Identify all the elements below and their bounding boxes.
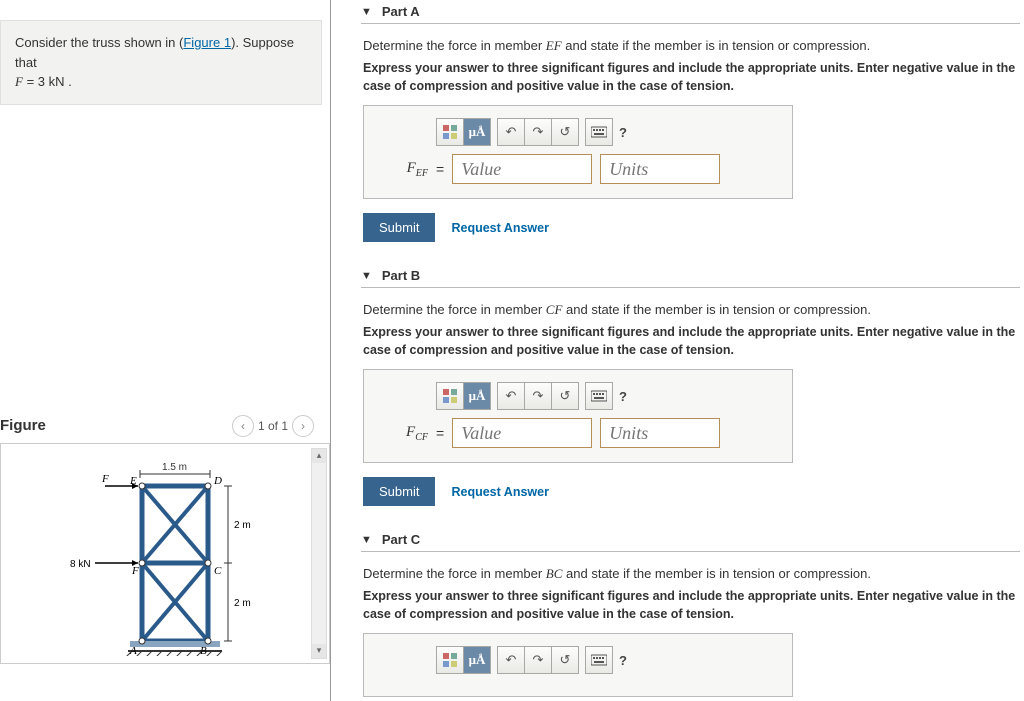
- units-mu-button[interactable]: μÅ: [463, 118, 491, 146]
- redo-icon[interactable]: ↷: [524, 118, 552, 146]
- part-a-title: Part A: [382, 4, 420, 19]
- svg-text:D: D: [213, 475, 222, 487]
- svg-text:F: F: [101, 473, 109, 485]
- units-mu-button[interactable]: μÅ: [463, 382, 491, 410]
- svg-text:F: F: [131, 565, 139, 577]
- scroll-down-icon[interactable]: ▾: [312, 644, 326, 658]
- svg-text:2 m: 2 m: [234, 598, 251, 609]
- keyboard-icon[interactable]: [585, 646, 613, 674]
- scroll-up-icon[interactable]: ▴: [312, 449, 326, 463]
- svg-text:2 m: 2 m: [234, 520, 251, 531]
- templates-icon[interactable]: [436, 382, 464, 410]
- part-b-prompt: Determine the force in member CF and sta…: [363, 302, 1018, 318]
- reset-icon[interactable]: ↺: [551, 646, 579, 674]
- part-c-header[interactable]: ▼ Part C: [361, 528, 1020, 552]
- equals-sign: =: [436, 161, 444, 177]
- figure-next-button[interactable]: ›: [292, 415, 314, 437]
- svg-text:B: B: [200, 645, 207, 656]
- units-input[interactable]: [600, 154, 720, 184]
- part-b-instruct: Express your answer to three significant…: [363, 324, 1018, 359]
- redo-icon[interactable]: ↷: [524, 382, 552, 410]
- truss-diagram: 1.5 m: [50, 456, 280, 656]
- part-b-answer-box: μÅ ↶ ↷ ↺ ? FCF =: [363, 369, 793, 463]
- keyboard-icon[interactable]: [585, 118, 613, 146]
- figure-link[interactable]: Figure 1: [183, 35, 231, 50]
- answer-toolbar: μÅ ↶ ↷ ↺ ?: [436, 382, 778, 410]
- figure-prev-button[interactable]: ‹: [232, 415, 254, 437]
- templates-icon[interactable]: [436, 646, 464, 674]
- figure-panel: 1.5 m: [0, 444, 330, 664]
- part-c-instruct: Express your answer to three significant…: [363, 588, 1018, 623]
- figure-counter: 1 of 1: [258, 419, 288, 433]
- reset-icon[interactable]: ↺: [551, 118, 579, 146]
- svg-text:8 kN: 8 kN: [70, 559, 91, 570]
- given-var: F: [15, 74, 23, 89]
- figure-scrollbar[interactable]: ▴ ▾: [311, 448, 327, 659]
- part-a-header[interactable]: ▼ Part A: [361, 0, 1020, 24]
- caret-icon: ▼: [361, 6, 372, 18]
- units-mu-button[interactable]: μÅ: [463, 646, 491, 674]
- figure-header: Figure ‹ 1 of 1 ›: [0, 415, 330, 444]
- part-a-instruct: Express your answer to three significant…: [363, 60, 1018, 95]
- answer-toolbar: μÅ ↶ ↷ ↺ ?: [436, 118, 778, 146]
- part-b-title: Part B: [382, 268, 420, 283]
- value-input[interactable]: [452, 154, 592, 184]
- caret-icon: ▼: [361, 534, 372, 546]
- problem-text-prefix: Consider the truss shown in (: [15, 35, 183, 50]
- caret-icon: ▼: [361, 270, 372, 282]
- submit-button[interactable]: Submit: [363, 477, 435, 506]
- svg-text:C: C: [214, 565, 222, 577]
- var-label-a: FEF: [378, 160, 428, 179]
- request-answer-link[interactable]: Request Answer: [451, 221, 548, 235]
- keyboard-icon[interactable]: [585, 382, 613, 410]
- part-a-answer-box: μÅ ↶ ↷ ↺ ? FEF =: [363, 105, 793, 199]
- submit-button[interactable]: Submit: [363, 213, 435, 242]
- equals-sign: =: [436, 425, 444, 441]
- part-a-prompt: Determine the force in member EF and sta…: [363, 38, 1018, 54]
- help-icon[interactable]: ?: [612, 118, 634, 146]
- undo-icon[interactable]: ↶: [497, 382, 525, 410]
- part-c-prompt: Determine the force in member BC and sta…: [363, 566, 1018, 582]
- request-answer-link[interactable]: Request Answer: [451, 485, 548, 499]
- help-icon[interactable]: ?: [612, 646, 634, 674]
- part-c-title: Part C: [382, 532, 420, 547]
- problem-statement: Consider the truss shown in (Figure 1). …: [0, 20, 322, 105]
- reset-icon[interactable]: ↺: [551, 382, 579, 410]
- templates-icon[interactable]: [436, 118, 464, 146]
- undo-icon[interactable]: ↶: [497, 646, 525, 674]
- figure-title: Figure: [0, 417, 232, 434]
- answer-toolbar: μÅ ↶ ↷ ↺ ?: [436, 646, 778, 674]
- svg-text:A: A: [129, 645, 137, 656]
- units-input[interactable]: [600, 418, 720, 448]
- redo-icon[interactable]: ↷: [524, 646, 552, 674]
- var-label-b: FCF: [378, 424, 428, 443]
- undo-icon[interactable]: ↶: [497, 118, 525, 146]
- help-icon[interactable]: ?: [612, 382, 634, 410]
- value-input[interactable]: [452, 418, 592, 448]
- dim-width: 1.5 m: [162, 462, 187, 473]
- part-b-header[interactable]: ▼ Part B: [361, 264, 1020, 288]
